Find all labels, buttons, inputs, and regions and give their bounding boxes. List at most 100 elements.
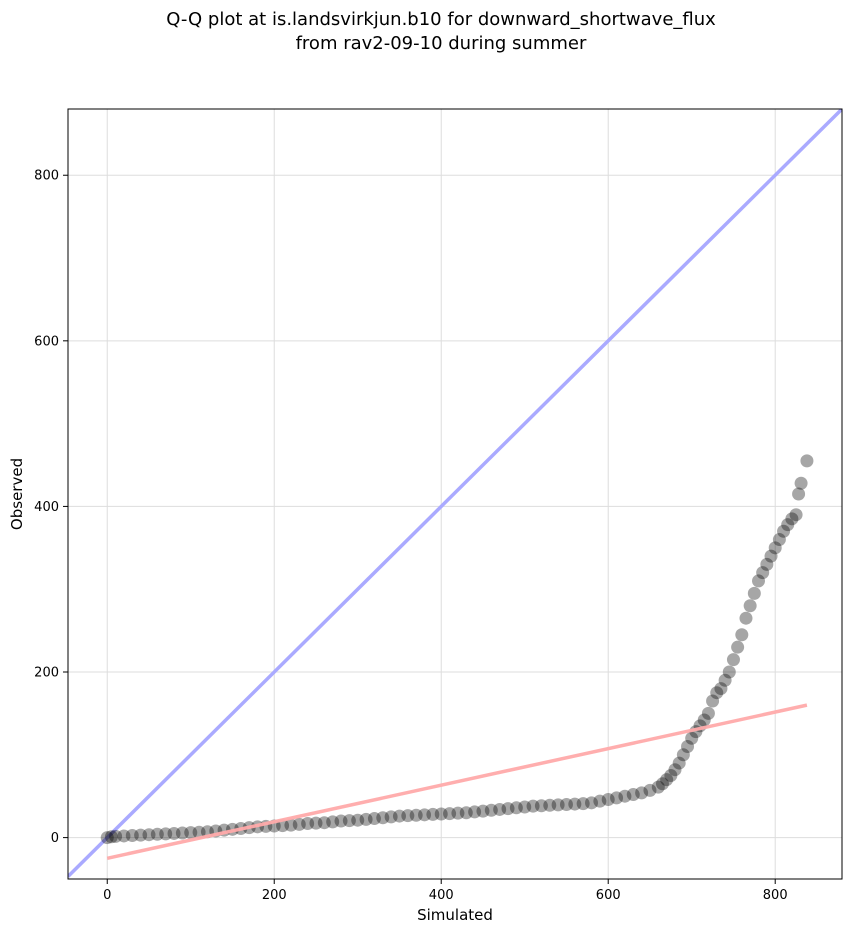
data-point — [434, 807, 448, 821]
data-point — [593, 794, 607, 808]
data-point — [794, 476, 808, 490]
data-point — [668, 763, 682, 777]
data-point — [359, 812, 373, 826]
data-point — [317, 816, 331, 830]
data-point — [739, 611, 753, 625]
data-point — [618, 789, 632, 803]
data-point — [655, 777, 669, 791]
chart-title-line2: from rav2-09-10 during summer — [296, 33, 587, 54]
data-point — [726, 653, 740, 667]
data-point — [342, 814, 356, 828]
data-point — [104, 830, 118, 844]
data-point — [534, 799, 548, 813]
data-point — [418, 808, 432, 822]
data-point — [292, 817, 306, 831]
data-point — [100, 831, 114, 845]
data-point — [789, 508, 803, 522]
x-tick-label: 200 — [262, 888, 287, 903]
data-point — [184, 826, 198, 840]
data-point — [635, 786, 649, 800]
data-point — [150, 827, 164, 841]
data-point — [743, 599, 757, 613]
data-point — [681, 740, 695, 754]
data-point — [284, 818, 298, 832]
y-tick-label: 200 — [34, 666, 59, 681]
data-point — [568, 797, 582, 811]
data-point — [376, 811, 390, 825]
data-point — [125, 829, 139, 843]
data-point — [175, 826, 189, 840]
data-point — [660, 773, 674, 787]
data-point — [706, 694, 720, 708]
x-axis-label: Simulated — [417, 906, 493, 924]
data-point — [459, 806, 473, 820]
data-point — [714, 682, 728, 696]
data-point — [664, 769, 678, 783]
data-point — [697, 713, 711, 727]
data-point — [484, 803, 498, 817]
data-point — [752, 574, 766, 588]
data-point — [718, 673, 732, 687]
data-point — [792, 487, 806, 501]
plot-area — [68, 109, 842, 878]
data-point — [777, 524, 791, 538]
data-point — [443, 807, 457, 821]
data-point — [351, 813, 365, 827]
data-point — [626, 788, 640, 802]
data-point — [334, 814, 348, 828]
x-tick-label: 0 — [103, 888, 111, 903]
data-point — [501, 802, 515, 816]
data-point — [167, 826, 181, 840]
data-point — [117, 829, 131, 843]
data-point — [610, 791, 624, 805]
data-point — [476, 804, 490, 818]
data-point — [109, 829, 123, 843]
data-point — [676, 748, 690, 762]
data-point — [134, 828, 148, 842]
data-point — [800, 454, 814, 468]
data-point — [392, 809, 406, 823]
data-point — [401, 809, 415, 823]
data-point — [367, 812, 381, 826]
axis-ticks: 0 200 400 600 800 0 200 400 600 800 — [34, 169, 787, 903]
data-point — [142, 828, 156, 842]
data-point — [526, 799, 540, 813]
data-point — [551, 798, 565, 812]
x-tick-label: 800 — [763, 888, 788, 903]
y-tick-label: 0 — [51, 831, 59, 846]
data-point — [760, 557, 774, 571]
data-point — [301, 817, 315, 831]
data-point — [756, 566, 770, 580]
data-point — [384, 810, 398, 824]
data-point — [768, 541, 782, 555]
data-point — [731, 640, 745, 654]
data-point — [710, 686, 724, 700]
data-point — [326, 815, 340, 829]
data-point — [576, 797, 590, 811]
data-point — [493, 802, 507, 816]
data-point — [772, 533, 786, 547]
y-tick-label: 400 — [34, 500, 59, 515]
chart-title-line1: Q-Q plot at is.landsvirkjun.b10 for down… — [166, 9, 716, 30]
y-axis-label: Observed — [8, 458, 26, 530]
y-tick-label: 600 — [34, 334, 59, 349]
data-point — [722, 665, 736, 679]
data-point — [735, 628, 749, 642]
fit-line — [106, 703, 808, 861]
data-point — [559, 797, 573, 811]
data-point — [309, 816, 323, 830]
data-point — [159, 827, 173, 841]
data-point — [509, 801, 523, 815]
data-point — [585, 796, 599, 810]
data-point — [781, 518, 795, 532]
data-point — [643, 783, 657, 797]
plot-frame — [67, 108, 843, 880]
data-point — [451, 806, 465, 820]
data-point — [747, 586, 761, 600]
x-tick-label: 400 — [429, 888, 454, 903]
data-point — [764, 549, 778, 563]
data-point — [701, 706, 715, 720]
data-point — [192, 825, 206, 839]
data-point — [468, 805, 482, 819]
